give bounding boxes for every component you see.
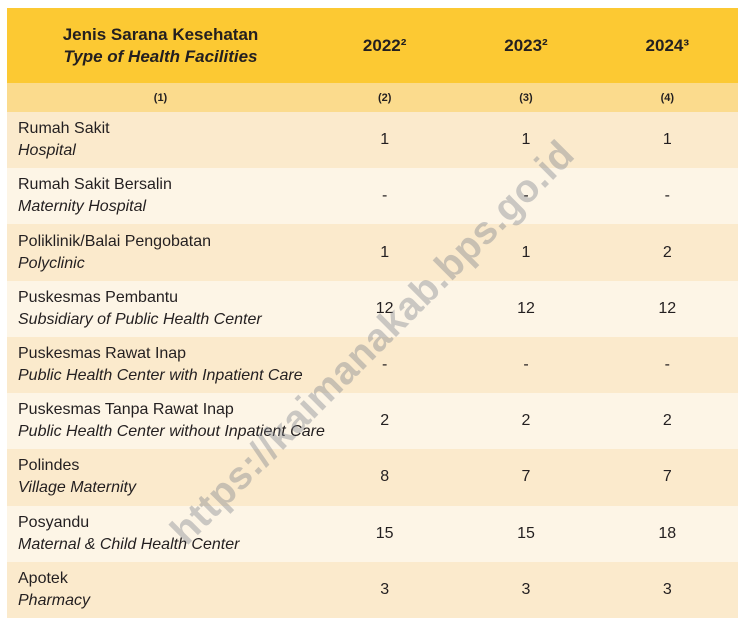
value-2023: 15 <box>517 524 535 542</box>
table-row-puskesmas-pembantu: Puskesmas Pembantu Subsidiary of Public … <box>7 280 738 337</box>
header-year-2022: 2022² <box>362 35 407 55</box>
value-2022: 15 <box>375 524 394 542</box>
row-label-id: Rumah Sakit <box>18 120 110 138</box>
row-label-en: Polyclinic <box>18 254 85 272</box>
value-2023: 1 <box>521 131 531 149</box>
row-label-id: Puskesmas Rawat Inap <box>18 344 187 362</box>
value-2022: - <box>382 355 388 373</box>
value-2023: 1 <box>521 243 531 261</box>
value-2022: 2 <box>380 412 390 430</box>
row-label-en: Pharmacy <box>18 591 91 609</box>
column-index-3: (3) <box>519 91 533 104</box>
header-facility-type-id: Jenis Sarana Kesehatan <box>62 24 259 44</box>
table-body: Rumah Sakit Hospital 1 1 1 Rumah Sakit B… <box>7 112 738 618</box>
column-index-4: (4) <box>660 91 675 104</box>
row-label-id: Puskesmas Pembantu <box>18 288 179 306</box>
value-2023: 7 <box>521 468 531 486</box>
value-2024: 1 <box>662 131 672 149</box>
value-2022: 1 <box>380 131 390 149</box>
header-facility-type: Jenis Sarana Kesehatan Type of Health Fa… <box>7 24 314 68</box>
row-label-id: Poliklinik/Balai Pengobatan <box>18 232 212 250</box>
table-row-rumah-sakit-bersalin: Rumah Sakit Bersalin Maternity Hospital … <box>7 168 738 225</box>
value-2024: 2 <box>662 243 672 261</box>
table-header-row: Jenis Sarana Kesehatan Type of Health Fa… <box>7 8 738 83</box>
header-facility-type-en: Type of Health Facilities <box>63 46 258 66</box>
column-index-2: (2) <box>377 91 392 104</box>
column-index-1: (1) <box>153 91 168 104</box>
table-row-posyandu: Posyandu Maternal & Child Health Center … <box>7 505 738 562</box>
row-label-id: Puskesmas Tanpa Rawat Inap <box>18 401 234 419</box>
value-2022: 8 <box>380 468 390 486</box>
row-label-en: Public Health Center without Inpatient C… <box>18 423 325 441</box>
table-row-puskesmas-tanpa-rawat-inap: Puskesmas Tanpa Rawat Inap Public Health… <box>7 393 738 450</box>
row-label-id: Posyandu <box>18 513 90 531</box>
header-year-2024: 2024³ <box>645 35 690 55</box>
value-2024: 12 <box>658 299 677 317</box>
row-label-en: Subsidiary of Public Health Center <box>18 310 262 328</box>
value-2024: - <box>664 187 670 205</box>
value-2023: - <box>523 355 529 373</box>
table-row-polindes: Polindes Village Maternity 8 7 7 <box>7 449 738 506</box>
value-2024: 2 <box>662 412 672 430</box>
table-row-poliklinik: Poliklinik/Balai Pengobatan Polyclinic 1… <box>7 224 738 281</box>
row-label-en: Village Maternity <box>18 479 136 497</box>
row-label-en: Maternity Hospital <box>18 198 147 216</box>
header-year-2023: 2023² <box>504 35 548 55</box>
value-2023: 12 <box>517 299 535 317</box>
row-label-en: Hospital <box>18 142 76 160</box>
value-2022: 12 <box>375 299 394 317</box>
value-2023: 3 <box>521 580 531 598</box>
column-index-row: (1) (2) (3) (4) <box>7 83 738 112</box>
row-label-id: Rumah Sakit Bersalin <box>18 176 172 194</box>
table-row-puskesmas-rawat-inap: Puskesmas Rawat Inap Public Health Cente… <box>7 336 738 394</box>
value-2024: 7 <box>662 468 672 486</box>
value-2022: 3 <box>380 580 390 598</box>
value-2024: 3 <box>662 580 672 598</box>
row-label-id: Apotek <box>18 569 68 587</box>
value-2022: 1 <box>380 243 390 261</box>
row-label-en: Public Health Center with Inpatient Care <box>18 366 303 384</box>
value-2023: - <box>523 187 529 205</box>
health-facilities-table: Jenis Sarana Kesehatan Type of Health Fa… <box>7 8 738 618</box>
table-row-apotek: Apotek Pharmacy 3 3 3 <box>7 561 738 618</box>
value-2022: - <box>382 187 388 205</box>
row-label-id: Polindes <box>18 457 80 475</box>
value-2024: - <box>664 355 670 373</box>
row-label-en: Maternal & Child Health Center <box>18 535 240 553</box>
value-2024: 18 <box>658 524 677 542</box>
value-2023: 2 <box>521 412 531 430</box>
table-row-rumah-sakit: Rumah Sakit Hospital 1 1 1 <box>7 112 738 169</box>
